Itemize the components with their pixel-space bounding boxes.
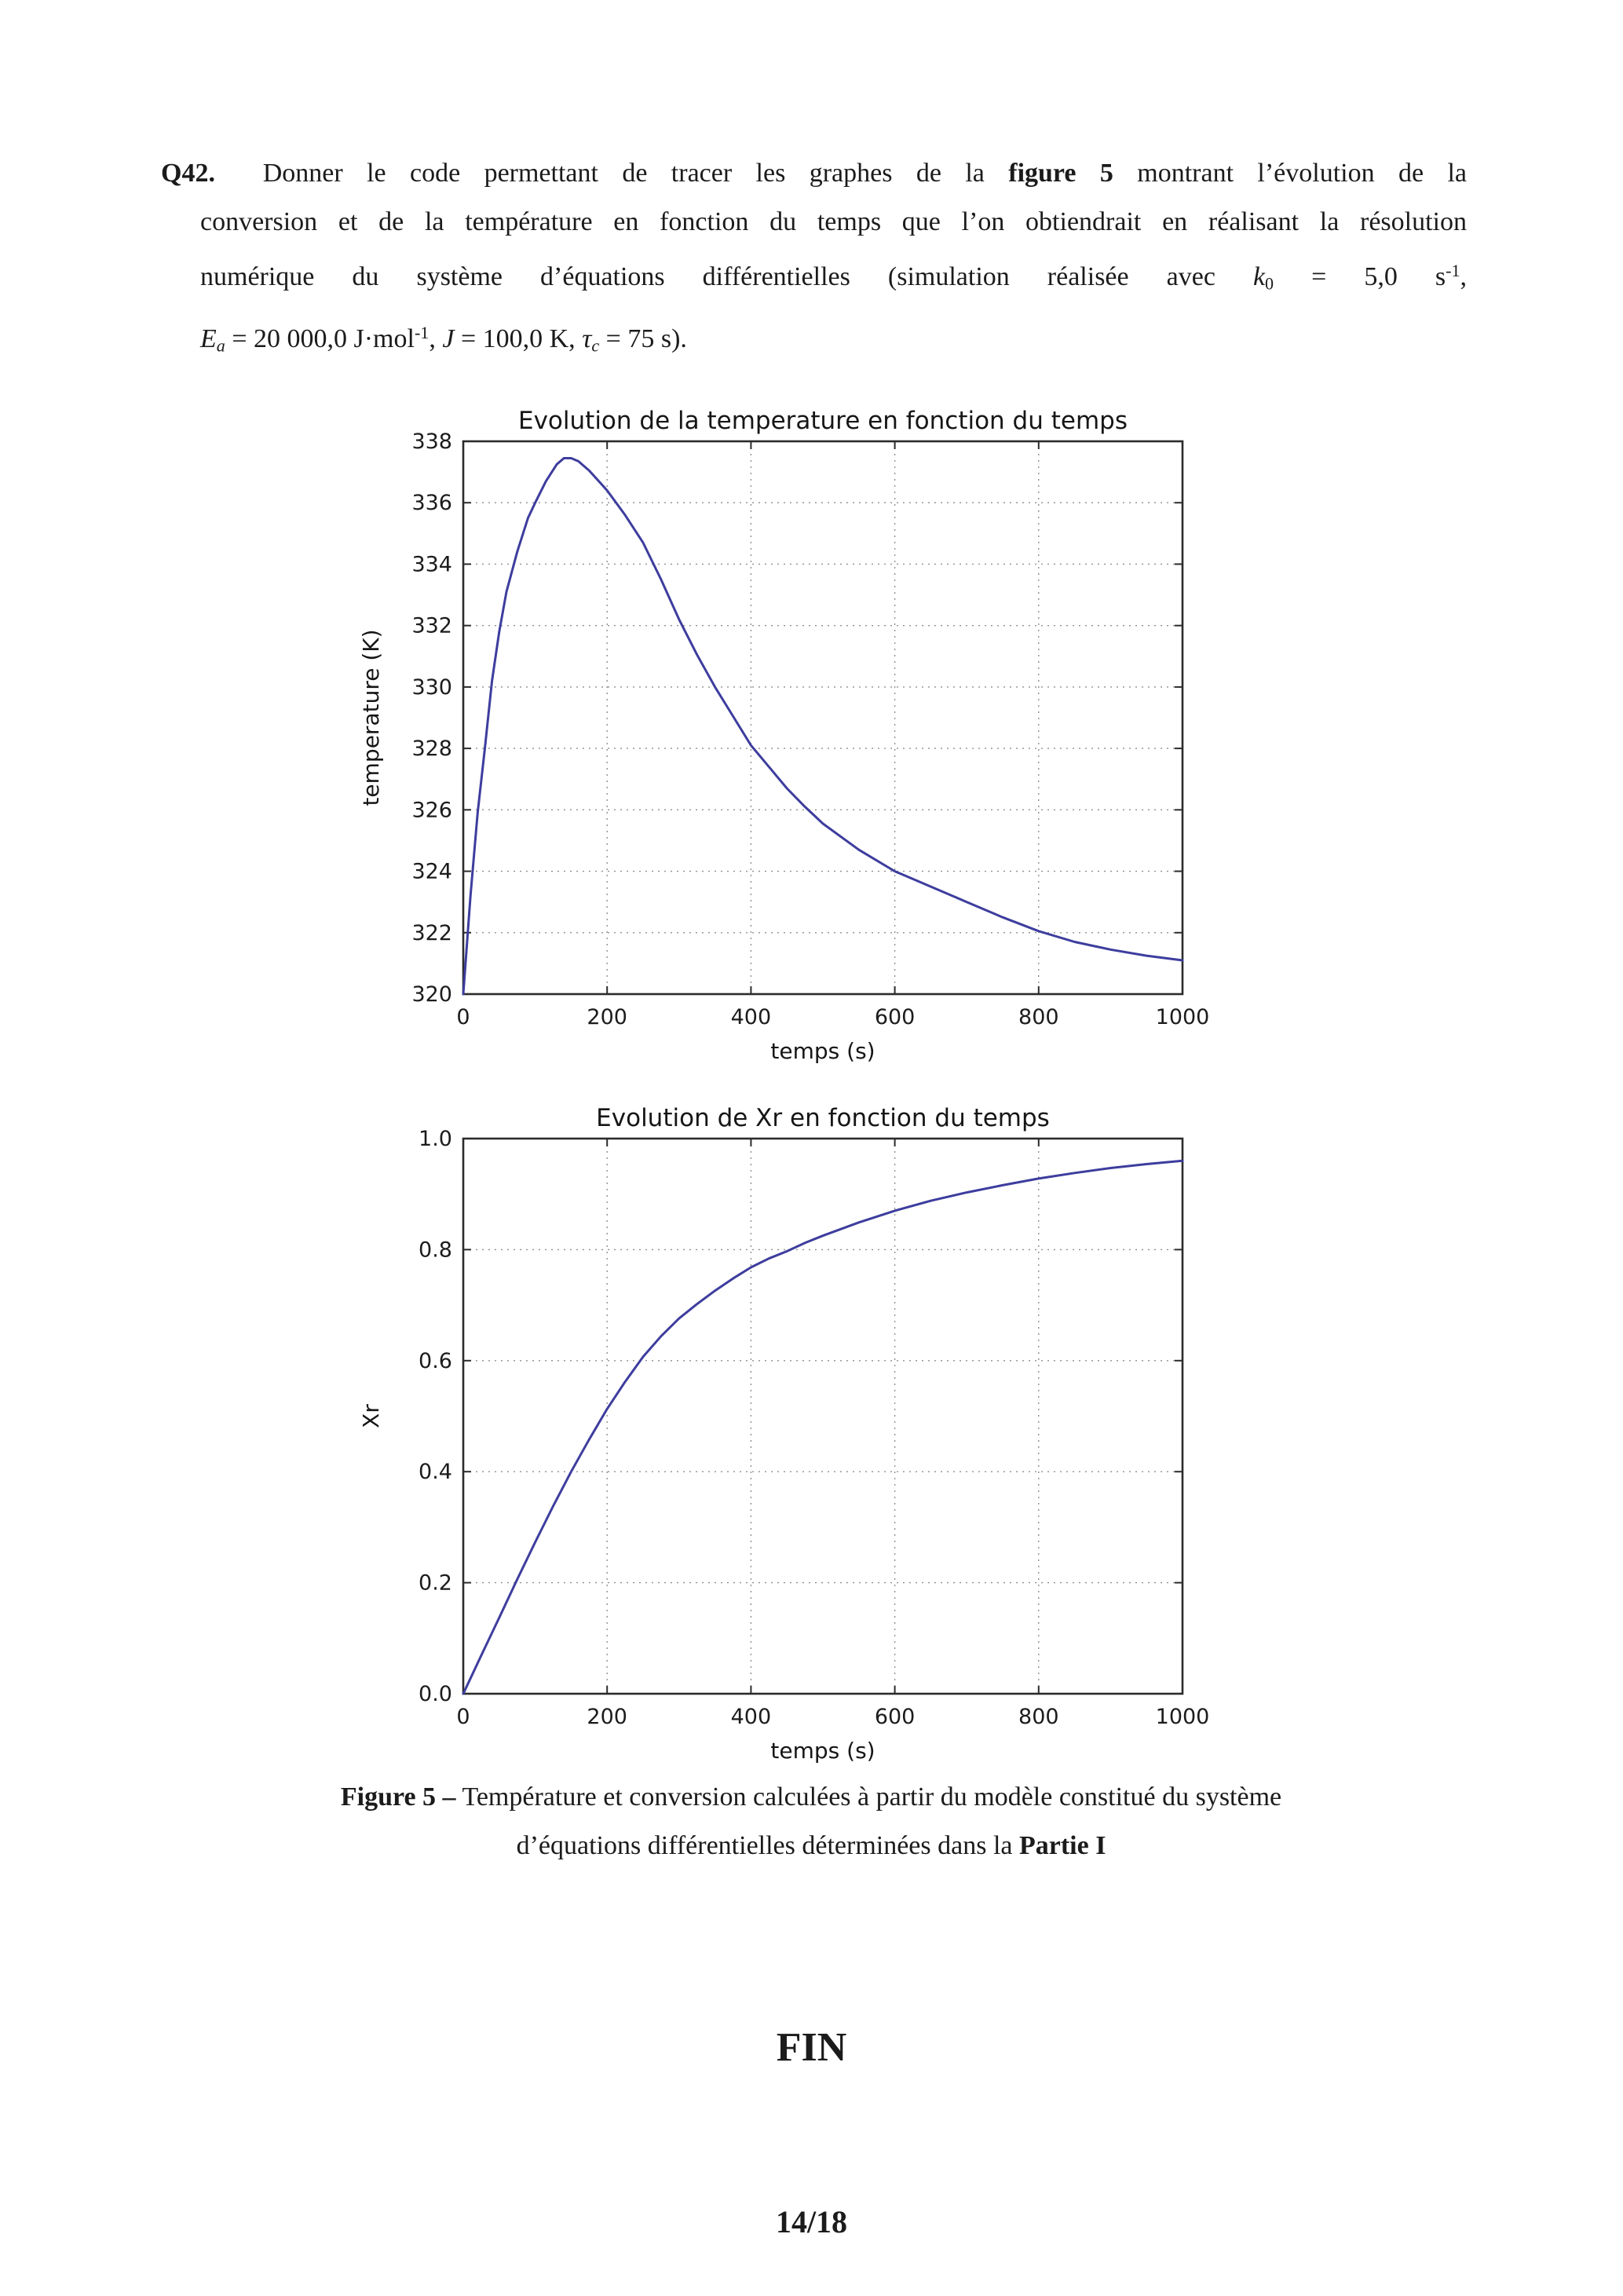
conversion-chart: 0 200 400 600 800 1000 0.0 0.2 0.4 0.6 0.8 1.0 Evolu… [330, 1088, 1229, 1775]
text-run: conversion et de la température en fonct… [200, 207, 1467, 236]
text-run: figure 5 [1008, 159, 1113, 188]
x-tick-label: 0 [456, 1705, 470, 1729]
y-tick-label: 330 [411, 675, 452, 700]
x-tick-label: 600 [875, 1705, 916, 1729]
series-line [462, 457, 1184, 996]
x-tick-label: 400 [731, 1705, 772, 1729]
text-run: Figure 5 – [340, 1782, 456, 1812]
text-run: τ [582, 324, 592, 353]
text-run: = 5,0 s [1274, 262, 1446, 292]
x-axis-label: temps (s) [770, 1738, 875, 1764]
x-tick-label: 400 [731, 1005, 772, 1029]
series-line [462, 1159, 1184, 1695]
text-run: -1 [414, 322, 430, 342]
plot-area [462, 440, 1184, 996]
y-tick-label: 0.0 [419, 1682, 452, 1706]
text-run: c [591, 335, 600, 356]
text-run: Q42. [161, 159, 215, 188]
x-tick-label: 800 [1018, 1005, 1059, 1029]
x-tick-label: 0 [456, 1005, 470, 1029]
text-run: -1 [1446, 261, 1460, 280]
page-number: 14/18 [775, 2204, 848, 2239]
y-tick-label: 0.2 [419, 1571, 452, 1596]
y-tick-label: 334 [411, 552, 452, 576]
y-tick-label: 0.6 [419, 1349, 452, 1373]
x-tick-label: 800 [1018, 1705, 1059, 1729]
text-run: numérique du système d’équations différe… [200, 262, 1253, 292]
x-tick-label: 200 [587, 1005, 627, 1029]
y-tick-label: 326 [411, 798, 452, 822]
temperature-chart-svg: 0 200 400 600 800 1000 320 322 324 326 328 330 332 33… [358, 407, 1210, 1064]
question-line: numérique du système d’équations différe… [161, 247, 1467, 309]
caption-line: Figure 5 – Température et conversion cal… [104, 1773, 1518, 1822]
text-run: J [442, 324, 455, 353]
y-tick-label: 338 [411, 430, 452, 454]
y-axis-label: temperature (K) [358, 629, 384, 806]
y-tick-label: 336 [411, 491, 452, 515]
question-line: Q42. Donner le code permettant de tracer… [161, 149, 1467, 198]
x-tick-label: 1000 [1156, 1705, 1210, 1729]
text-run: Température et conversion calculées à pa… [455, 1782, 1282, 1812]
y-axis-label: Xr [358, 1404, 384, 1428]
y-tick-label: 1.0 [419, 1127, 452, 1151]
chart-title: Evolution de Xr en fonction du temps [596, 1104, 1050, 1132]
text-run: , [1460, 262, 1468, 292]
question-line: Ea = 20 000,0 J·mol-1, J = 100,0 K, τc =… [161, 309, 1467, 371]
x-axis-label: temps (s) [770, 1038, 875, 1064]
text-run: Partie I [1018, 1831, 1106, 1860]
chart-title: Evolution de la temperature en fonction … [518, 407, 1128, 435]
question-line: conversion et de la température en fonct… [161, 198, 1467, 247]
text-run: , [429, 324, 443, 353]
text-run: E [200, 324, 217, 353]
text-run: = 75 s). [599, 324, 687, 353]
question-text: Q42. Donner le code permettant de tracer… [161, 149, 1467, 370]
x-tick-label: 1000 [1156, 1005, 1210, 1029]
y-tick-label: 332 [411, 614, 452, 638]
text-run: = 20 000,0 J·mol [225, 324, 415, 353]
text-run: = 100,0 K, [454, 324, 583, 353]
conversion-chart-svg: 0 200 400 600 800 1000 0.0 0.2 0.4 0.6 0.8 1.0 Evolu… [358, 1104, 1210, 1764]
x-tick-label: 200 [587, 1705, 627, 1729]
text-run: d’équations différentielles déterminées … [516, 1831, 1019, 1860]
x-tick-label: 600 [875, 1005, 916, 1029]
y-tick-label: 0.8 [419, 1238, 452, 1262]
y-tick-label: 328 [411, 737, 452, 761]
y-tick-label: 0.4 [419, 1460, 452, 1484]
temperature-chart: 0 200 400 600 800 1000 320 322 324 326 328 330 332 33… [330, 385, 1229, 1068]
y-tick-label: 324 [411, 860, 452, 884]
text-run: 0 [1265, 273, 1274, 294]
caption-line: d’équations différentielles déterminées … [104, 1822, 1518, 1870]
text-run: k [1252, 262, 1266, 292]
text-run: a [216, 335, 225, 356]
figure-caption: Figure 5 – Température et conversion cal… [104, 1773, 1518, 1870]
y-tick-label: 322 [411, 921, 452, 945]
fin-label: FIN [776, 2025, 847, 2070]
text-run: montrant l’évolution de la [1113, 159, 1468, 188]
plot-area [462, 1137, 1184, 1695]
text-run: Donner le code permettant de tracer les … [214, 159, 1009, 188]
y-tick-label: 320 [411, 982, 452, 1007]
